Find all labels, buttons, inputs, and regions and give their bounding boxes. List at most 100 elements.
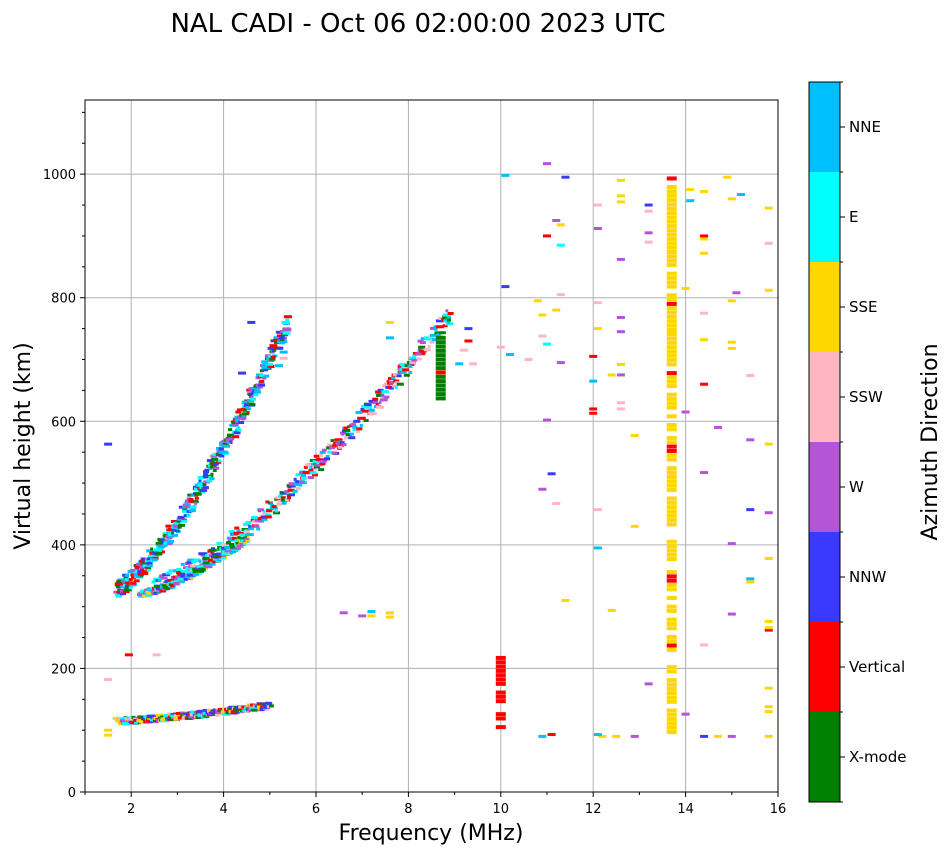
- trace-mark: [134, 720, 139, 724]
- scatter-mark: [455, 362, 464, 366]
- trace-mark: [280, 333, 288, 337]
- scatter-mark: [607, 373, 616, 377]
- trace-mark: [279, 491, 284, 495]
- trace-mark: [375, 405, 384, 409]
- x-tick-label: 8: [404, 802, 412, 817]
- trace-mark: [337, 445, 343, 449]
- column-mark: [666, 293, 677, 298]
- trace-mark: [237, 544, 243, 548]
- trace-mark: [208, 548, 217, 552]
- scatter-mark: [538, 487, 547, 491]
- trace-mark: [139, 559, 147, 563]
- scatter-mark: [700, 251, 709, 255]
- trace-mark: [134, 565, 142, 569]
- scatter-mark: [727, 542, 736, 546]
- trace-mark: [168, 569, 177, 573]
- trace-mark: [221, 552, 229, 556]
- scatter-mark: [727, 197, 736, 201]
- trace-mark: [360, 407, 365, 411]
- trace-mark: [187, 573, 195, 577]
- trace-mark: [429, 326, 435, 330]
- trace-mark: [266, 509, 274, 513]
- trace-mark: [378, 401, 382, 405]
- trace-mark: [248, 527, 255, 531]
- scatter-mark: [681, 286, 690, 290]
- scatter-mark: [593, 733, 602, 737]
- trace-mark: [352, 425, 358, 429]
- trace-mark: [273, 338, 281, 342]
- trace-mark: [396, 382, 404, 386]
- scatter-mark: [746, 508, 755, 512]
- trace-mark: [167, 580, 171, 584]
- trace-mark: [383, 395, 390, 399]
- trace-mark: [203, 470, 210, 474]
- trace-mark: [215, 557, 221, 561]
- trace-mark: [146, 565, 151, 569]
- trace-mark: [424, 337, 431, 341]
- trace-mark: [150, 547, 154, 551]
- column-mark: [666, 725, 677, 730]
- trace-mark: [274, 497, 281, 501]
- column-mark: [666, 604, 677, 609]
- trace-mark: [295, 473, 303, 477]
- trace-mark: [236, 529, 241, 533]
- trace-mark: [217, 459, 221, 463]
- trace-mark: [321, 448, 327, 452]
- column-mark: [666, 496, 677, 501]
- trace-mark: [234, 418, 240, 422]
- trace-mark: [442, 324, 448, 328]
- scatter-mark: [746, 438, 755, 442]
- scatter-mark: [764, 686, 773, 690]
- column-mark: [435, 348, 446, 353]
- trace-mark: [125, 581, 132, 585]
- scatter-mark: [764, 734, 773, 738]
- trace-mark: [265, 513, 272, 517]
- trace-mark: [232, 536, 240, 540]
- trace-mark: [189, 505, 197, 509]
- column-mark: [435, 396, 446, 401]
- trace-mark: [271, 505, 277, 509]
- trace-mark: [236, 426, 241, 430]
- trace-mark: [427, 344, 431, 348]
- trace-mark: [212, 468, 217, 472]
- y-tick-label: 0: [68, 786, 76, 801]
- trace-mark: [242, 408, 247, 412]
- trace-mark: [122, 722, 131, 726]
- scatter-mark: [104, 442, 113, 446]
- trace-mark: [389, 386, 394, 390]
- trace-mark: [116, 579, 125, 583]
- scatter-mark: [385, 611, 394, 615]
- trace-mark: [438, 331, 446, 335]
- scatter-mark: [561, 598, 570, 602]
- column-mark: [666, 479, 677, 484]
- trace-mark: [269, 344, 278, 348]
- trace-mark: [363, 405, 372, 409]
- trace-mark: [403, 373, 410, 377]
- scatter-mark: [764, 705, 773, 709]
- trace-mark: [362, 409, 370, 413]
- trace-mark: [299, 480, 305, 484]
- trace-mark: [275, 496, 284, 500]
- trace-mark: [242, 536, 249, 540]
- colorbar-segment: [809, 622, 840, 712]
- column-mark: [435, 370, 446, 375]
- column-mark: [666, 552, 677, 557]
- trace-mark: [130, 568, 137, 572]
- scatter-mark: [598, 734, 607, 738]
- column-mark: [435, 340, 446, 345]
- scatter-mark: [630, 433, 639, 437]
- scatter-mark: [543, 418, 551, 422]
- trace-mark: [221, 546, 227, 550]
- trace-mark: [250, 518, 254, 522]
- trace-mark: [202, 556, 210, 560]
- trace-mark: [155, 713, 163, 717]
- column-mark: [666, 505, 677, 510]
- trace-mark: [396, 374, 402, 378]
- scatter-mark: [238, 371, 247, 375]
- trace-mark: [250, 397, 257, 401]
- trace-mark: [243, 530, 250, 534]
- trace-mark: [175, 521, 181, 525]
- trace-mark: [231, 423, 239, 427]
- column-mark: [666, 466, 677, 471]
- plot-frame: [84, 99, 779, 793]
